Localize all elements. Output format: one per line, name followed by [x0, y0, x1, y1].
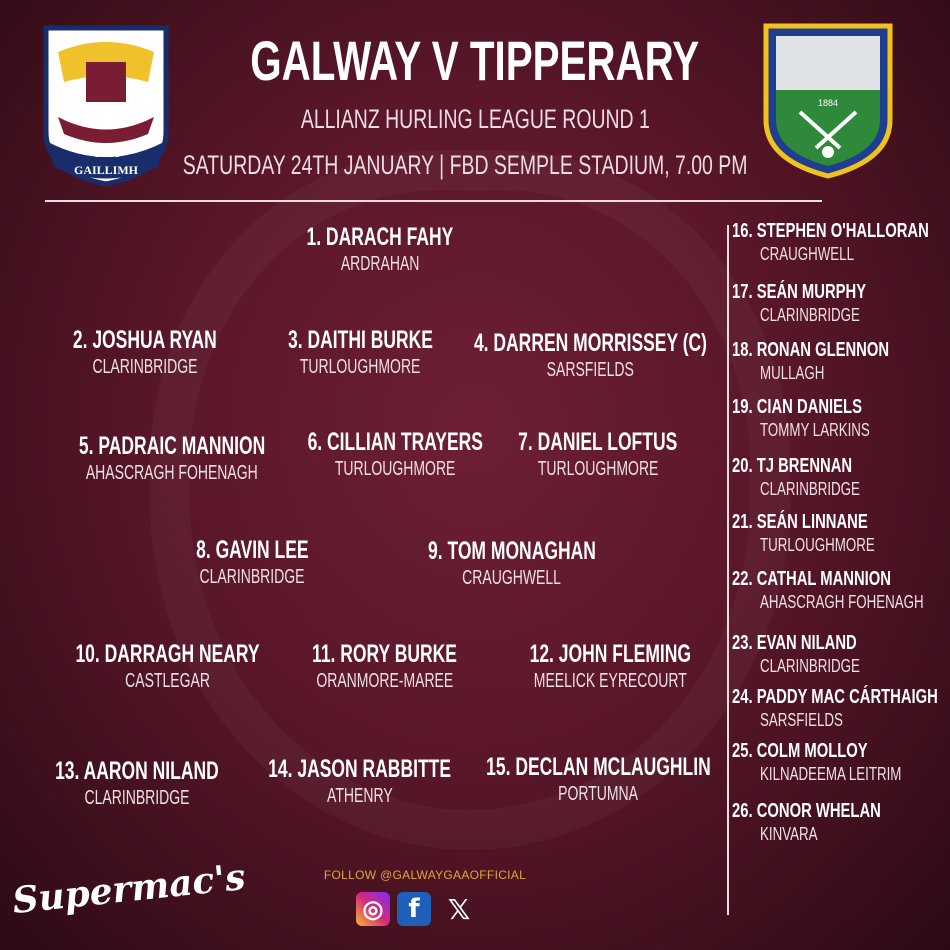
subs-divider	[727, 225, 729, 915]
substitute-22: 22. CATHAL MANNION AHASCRAGH FOHENAGH	[732, 568, 950, 613]
substitute-club: AHASCRAGH FOHENAGH	[760, 592, 924, 612]
substitute-26: 26. CONOR WHELAN KINVARA	[732, 800, 950, 845]
svg-text:1884: 1884	[818, 98, 838, 108]
substitute-club: CLARINBRIDGE	[760, 656, 860, 676]
tipperary-crest-logo: 1884	[763, 23, 893, 179]
background-crest-watermark	[150, 150, 790, 850]
substitute-23: 23. EVAN NILAND CLARINBRIDGE	[732, 632, 950, 677]
svg-text:GAA: GAA	[93, 146, 120, 160]
substitute-club: KILNADEEMA LEITRIM	[760, 764, 902, 784]
substitute-club: SARSFIELDS	[760, 710, 843, 730]
substitute-25: 25. COLM MOLLOY KILNADEEMA LEITRIM	[732, 740, 950, 785]
substitute-17: 17. SEÁN MURPHY CLARINBRIDGE	[732, 281, 950, 326]
substitute-name: 23. EVAN NILAND	[732, 632, 857, 654]
substitute-name: 22. CATHAL MANNION	[732, 568, 891, 590]
substitute-name: 25. COLM MOLLOY	[732, 740, 868, 762]
substitute-club: TOMMY LARKINS	[760, 420, 870, 440]
substitute-18: 18. RONAN GLENNON MULLAGH	[732, 339, 950, 384]
substitute-name: 18. RONAN GLENNON	[732, 339, 890, 361]
galway-crest-logo: GAA GAILLIMH	[43, 25, 169, 187]
instagram-icon[interactable]: ◎	[356, 892, 390, 926]
substitute-club: CLARINBRIDGE	[760, 305, 860, 325]
substitute-name: 17. SEÁN MURPHY	[732, 281, 867, 303]
substitute-name: 16. STEPHEN O'HALLORAN	[732, 220, 929, 242]
substitute-club: KINVARA	[760, 824, 818, 844]
substitute-16: 16. STEPHEN O'HALLORAN CRAUGHWELL	[732, 220, 950, 265]
x-icon[interactable]: 𝕏	[447, 892, 471, 926]
substitute-name: 20. TJ BRENNAN	[732, 455, 853, 477]
header-divider	[45, 200, 822, 202]
follow-text: FOLLOW @GALWAYGAAOFFICIAL	[323, 868, 527, 882]
substitute-club: TURLOUGHMORE	[760, 535, 875, 555]
substitute-club: MULLAGH	[760, 363, 825, 383]
competition-name: ALLIANZ HURLING LEAGUE ROUND 1	[300, 104, 650, 134]
substitute-21: 21. SEÁN LINNANE TURLOUGHMORE	[732, 511, 950, 556]
substitute-20: 20. TJ BRENNAN CLARINBRIDGE	[732, 455, 950, 500]
facebook-icon[interactable]: f	[397, 892, 431, 926]
substitute-club: CRAUGHWELL	[760, 244, 855, 264]
match-title: GALWAY V TIPPERARY	[250, 29, 700, 92]
substitute-19: 19. CIAN DANIELS TOMMY LARKINS	[732, 396, 950, 441]
substitute-name: 24. PADDY MAC CÁRTHAIGH	[732, 686, 938, 708]
substitute-name: 26. CONOR WHELAN	[732, 800, 881, 822]
svg-text:GAILLIMH: GAILLIMH	[74, 163, 139, 177]
substitute-name: 21. SEÁN LINNANE	[732, 511, 868, 533]
substitute-club: CLARINBRIDGE	[760, 479, 860, 499]
substitute-24: 24. PADDY MAC CÁRTHAIGH SARSFIELDS	[732, 686, 950, 731]
sponsor-logo: Supermac's	[10, 855, 248, 923]
substitute-name: 19. CIAN DANIELS	[732, 396, 862, 418]
match-details: SATURDAY 24TH JANUARY | FBD SEMPLE STADI…	[182, 150, 748, 180]
